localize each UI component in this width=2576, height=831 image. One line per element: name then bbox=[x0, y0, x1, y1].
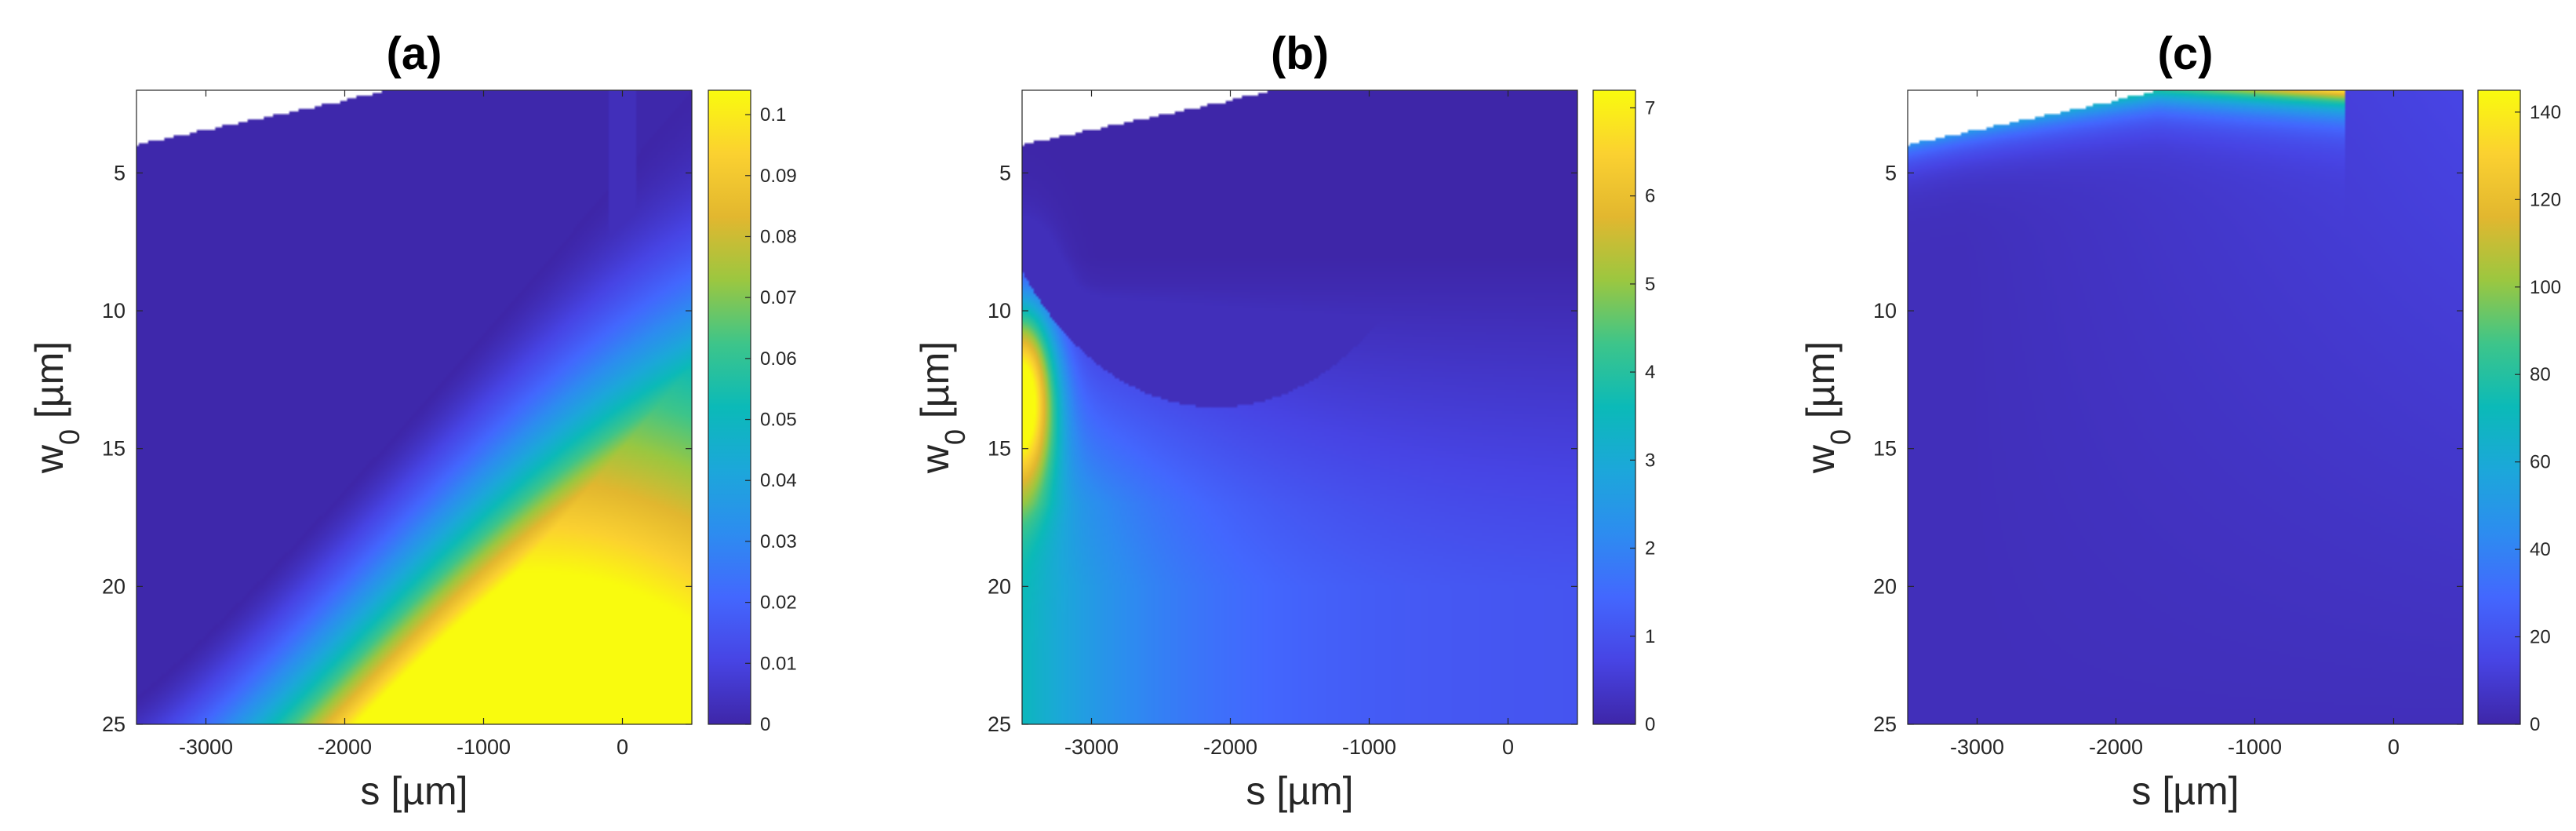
colorbar-tick-label: 7 bbox=[1645, 97, 1655, 118]
axes-box bbox=[136, 89, 693, 725]
colorbar bbox=[708, 89, 751, 725]
y-tick-label: 15 bbox=[102, 437, 126, 461]
heatmap-image bbox=[136, 90, 692, 724]
colorbar-tick-label: 80 bbox=[2530, 364, 2551, 385]
colorbar-tick-label: 3 bbox=[1645, 450, 1655, 471]
y-tick-label: 5 bbox=[1885, 161, 1897, 184]
colorbar-tick-label: 20 bbox=[2530, 627, 2551, 648]
y-axis-label: w0 [µm] bbox=[27, 341, 86, 474]
y-tick-label: 25 bbox=[988, 713, 1011, 736]
x-tick-label: -2000 bbox=[318, 735, 372, 759]
colorbar-tick-label: 6 bbox=[1645, 186, 1655, 207]
colorbar-tick-label: 0.06 bbox=[760, 348, 797, 370]
x-tick-label: -2000 bbox=[2089, 735, 2143, 759]
x-tick-label: -2000 bbox=[1203, 735, 1257, 759]
x-tick-label: -1000 bbox=[1342, 735, 1396, 759]
y-tick-label: 15 bbox=[988, 437, 1011, 461]
colorbar-tick-label: 5 bbox=[1645, 274, 1655, 295]
y-axis-label: w0 [µm] bbox=[1799, 341, 1857, 474]
x-axis-label: s [µm] bbox=[1246, 769, 1353, 813]
y-tick-label: 5 bbox=[999, 161, 1011, 184]
x-tick-label: -1000 bbox=[2228, 735, 2282, 759]
colorbar-tick-label: 40 bbox=[2530, 539, 2551, 560]
colorbar-tick-label: 0.09 bbox=[760, 166, 797, 187]
panel-title: (a) bbox=[387, 28, 442, 79]
y-tick-label: 15 bbox=[1873, 437, 1897, 461]
y-tick-label: 10 bbox=[988, 299, 1011, 323]
colorbar-tick-label: 100 bbox=[2530, 277, 2561, 298]
x-tick-label: 0 bbox=[2388, 735, 2400, 759]
x-tick-label: -3000 bbox=[1064, 735, 1119, 759]
x-axis-label: s [µm] bbox=[2131, 769, 2239, 813]
heatmap-image bbox=[1022, 90, 1577, 724]
colorbar-tick-label: 0.07 bbox=[760, 287, 797, 308]
colorbar-tick-label: 0.08 bbox=[760, 226, 797, 247]
panel-title: (c) bbox=[2158, 28, 2214, 79]
y-axis-label: w0 [µm] bbox=[913, 341, 971, 474]
colorbar bbox=[1592, 89, 1636, 725]
colorbar-tick-label: 60 bbox=[2530, 452, 2551, 473]
y-tick-label: 20 bbox=[988, 574, 1011, 598]
colorbar-tick-label: 0.1 bbox=[760, 104, 786, 126]
x-tick-label: 0 bbox=[617, 735, 628, 759]
colorbar-tick-label: 0 bbox=[760, 714, 770, 735]
y-tick-label: 25 bbox=[1873, 713, 1897, 736]
x-axis-label: s [µm] bbox=[360, 769, 468, 813]
panel-c: -3000 -2000 -1000 0 5 10 15 20 25 (c) s [µm] w0 [µm… bbox=[1799, 28, 2561, 813]
colorbar-tick-label: 0.01 bbox=[760, 653, 797, 674]
axes-box bbox=[1021, 89, 1578, 725]
y-tick-label: 10 bbox=[102, 299, 126, 323]
y-tick-label: 5 bbox=[114, 161, 126, 184]
colorbar-tick-label: 120 bbox=[2530, 189, 2561, 210]
colorbar-tick-label: 0.04 bbox=[760, 470, 797, 491]
y-tick-label: 10 bbox=[1873, 299, 1897, 323]
colorbar-tick-label: 0.02 bbox=[760, 592, 797, 614]
colorbar-tick-label: 140 bbox=[2530, 102, 2561, 123]
colorbar-tick-label: 2 bbox=[1645, 538, 1655, 559]
x-tick-label: -3000 bbox=[179, 735, 233, 759]
x-tick-label: -1000 bbox=[457, 735, 511, 759]
colorbar-tick-label: 4 bbox=[1645, 362, 1655, 383]
colorbar-tick-label: 0 bbox=[2530, 714, 2540, 735]
x-tick-label: -3000 bbox=[1950, 735, 2004, 759]
y-tick-label: 25 bbox=[102, 713, 126, 736]
panel-a: -3000 -2000 -1000 0 5 10 15 20 25 (a) s [µm] w0 [µm… bbox=[27, 28, 797, 813]
x-tick-label: 0 bbox=[1502, 735, 1514, 759]
y-tick-label: 20 bbox=[102, 574, 126, 598]
colorbar-tick-label: 0.05 bbox=[760, 410, 797, 431]
colorbar-tick-label: 0.03 bbox=[760, 531, 797, 552]
colorbar bbox=[2477, 89, 2521, 725]
colorbar-tick-label: 1 bbox=[1645, 626, 1655, 647]
panel-title: (b) bbox=[1271, 28, 1329, 79]
colorbar-tick-label: 0 bbox=[1645, 714, 1655, 735]
heatmap-image bbox=[1908, 90, 2463, 724]
y-tick-label: 20 bbox=[1873, 574, 1897, 598]
axes-box bbox=[1907, 89, 2464, 725]
